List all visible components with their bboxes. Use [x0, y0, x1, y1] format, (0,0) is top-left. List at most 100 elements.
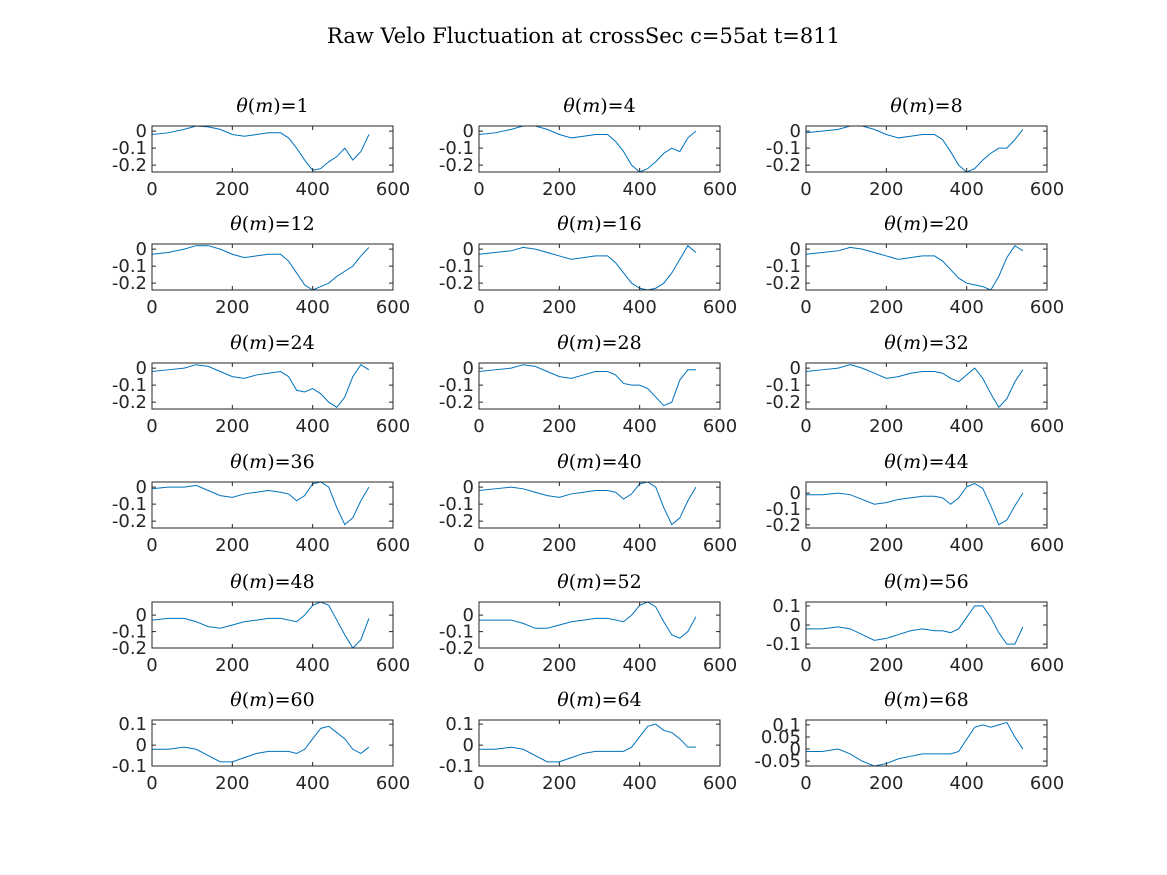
x-tick-label: 400	[295, 655, 329, 676]
y-tick-label: 0	[136, 605, 147, 626]
x-tick-label: 0	[473, 535, 484, 556]
x-tick-label: 600	[376, 655, 410, 676]
x-tick-label: 0	[473, 773, 484, 794]
subplot-title: θ(m)=28	[557, 332, 641, 354]
x-tick-label: 0	[800, 535, 811, 556]
y-tick-label: -0.1	[439, 494, 474, 515]
axes-box	[478, 481, 721, 529]
y-tick-label: 0	[136, 735, 147, 756]
subplot-title: θ(m)=32	[884, 332, 968, 354]
axes-box	[805, 481, 1048, 529]
y-tick-label: 0	[790, 239, 801, 260]
data-series-line	[479, 364, 696, 407]
x-tick-label: 0	[146, 655, 157, 676]
y-tick-label: -0.2	[766, 273, 801, 294]
data-series-line	[479, 244, 697, 290]
subplot-theta-4: θ(m)=4 0 200 400 600 0 -0.1 -0.2	[419, 86, 780, 212]
y-tick-label: 0	[463, 239, 474, 260]
x-tick-label: 200	[542, 535, 576, 556]
y-tick-label: -0.1	[112, 375, 147, 396]
x-tick-label: 0	[146, 773, 157, 794]
x-tick-label: 400	[622, 179, 656, 200]
x-tick-label: 400	[295, 535, 329, 556]
data-series-line	[152, 126, 370, 171]
axes-box	[151, 362, 394, 410]
y-tick-label: 0	[463, 735, 474, 756]
subplot-theta-48: θ(m)=48 0 200 400 600 0 -0.1 -0.2	[92, 562, 453, 688]
subplot-title: θ(m)=56	[884, 571, 968, 593]
y-tick-label: 0	[790, 121, 801, 142]
x-tick-label: 600	[376, 297, 410, 318]
y-tick-label: -0.2	[439, 392, 474, 413]
y-tick-label: 0	[463, 358, 474, 379]
x-tick-label: 0	[800, 773, 811, 794]
y-tick-label: 0	[136, 121, 147, 142]
y-tick-label: -0.2	[766, 155, 801, 176]
axes-box	[151, 125, 394, 173]
subplot-theta-8: θ(m)=8 0 200 400 600 0 -0.1 -0.2	[746, 86, 1107, 212]
y-tick-label: 0.1	[772, 596, 801, 617]
data-series-line	[806, 721, 1024, 766]
subplot-theta-20: θ(m)=20 0 200 400 600 0 -0.1 -0.2	[746, 204, 1107, 330]
x-tick-label: 600	[703, 655, 737, 676]
x-tick-label: 200	[215, 179, 249, 200]
y-tick-label: -0.1	[439, 138, 474, 159]
x-tick-label: 600	[703, 297, 737, 318]
x-tick-label: 600	[376, 416, 410, 437]
x-tick-label: 200	[869, 179, 903, 200]
subplot-theta-28: θ(m)=28 0 200 400 600 0 -0.1 -0.2	[419, 323, 780, 449]
y-tick-label: -0.1	[112, 494, 147, 515]
x-tick-label: 0	[800, 416, 811, 437]
x-tick-label: 0	[146, 535, 157, 556]
axes-box	[805, 125, 1048, 173]
subplot-title: θ(m)=4	[563, 95, 635, 117]
subplot-theta-44: θ(m)=44 0 200 400 600 0 -0.1 -0.2	[746, 442, 1107, 568]
data-series-line	[152, 482, 370, 526]
x-tick-label: 600	[1030, 773, 1064, 794]
x-tick-label: 400	[622, 535, 656, 556]
x-tick-label: 200	[542, 773, 576, 794]
axes-box	[151, 243, 394, 291]
subplot-theta-60: θ(m)=60 0 200 400 600 0.1 0 -0.1	[92, 680, 453, 806]
y-tick-label: -0.1	[439, 256, 474, 277]
axes-box	[478, 362, 721, 410]
subplot-theta-68: θ(m)=68 0 200 400 600 0.1 0.05 0 -0.05	[746, 680, 1107, 806]
axes-box	[805, 243, 1048, 291]
y-tick-label: -0.1	[439, 622, 474, 643]
subplot-title: θ(m)=20	[884, 213, 968, 235]
x-tick-label: 0	[800, 297, 811, 318]
y-tick-label: 0	[790, 483, 801, 504]
x-tick-label: 600	[376, 179, 410, 200]
y-tick-label: -0.1	[112, 256, 147, 277]
y-tick-label: 0	[136, 358, 147, 379]
y-tick-label: 0	[463, 121, 474, 142]
data-series-line	[806, 605, 1024, 645]
y-tick-label: -0.2	[112, 392, 147, 413]
x-tick-label: 0	[800, 179, 811, 200]
axes-box	[478, 243, 721, 291]
y-tick-label: -0.1	[766, 256, 801, 277]
y-tick-label: -0.2	[439, 511, 474, 532]
x-tick-label: 400	[949, 179, 983, 200]
x-tick-label: 200	[215, 416, 249, 437]
y-tick-label: 0.1	[118, 714, 147, 735]
x-tick-label: 400	[949, 535, 983, 556]
x-tick-label: 400	[949, 773, 983, 794]
subplot-theta-56: θ(m)=56 0 200 400 600 0.1 0 -0.1	[746, 562, 1107, 688]
subplot-title: θ(m)=40	[557, 451, 641, 473]
x-tick-label: 400	[295, 416, 329, 437]
subplot-theta-1: θ(m)=1 0 200 400 600 0 -0.1 -0.2	[92, 86, 453, 212]
x-tick-label: 200	[869, 535, 903, 556]
x-tick-label: 200	[215, 535, 249, 556]
subplot-title: θ(m)=60	[230, 689, 314, 711]
x-tick-label: 600	[703, 773, 737, 794]
